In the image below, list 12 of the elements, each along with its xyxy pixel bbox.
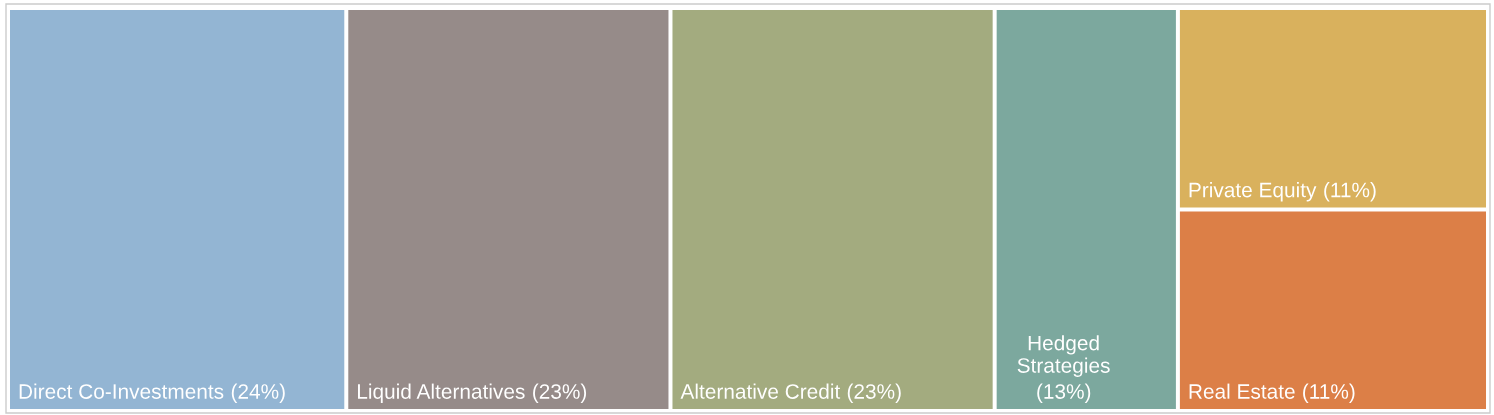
data-label: (11%) bbox=[1303, 383, 1355, 403]
category-label: Hedged Strategies bbox=[1017, 335, 1110, 377]
data-label: (24%) bbox=[231, 383, 285, 403]
data-label: (23%) bbox=[847, 383, 901, 403]
category-label: Real Estate bbox=[1189, 383, 1295, 399]
category-label: Direct Co-Investments bbox=[19, 383, 224, 399]
category-label: Private Equity bbox=[1189, 182, 1317, 202]
category-label: Liquid Alternatives bbox=[357, 383, 525, 403]
data-label: (13%) bbox=[1037, 383, 1091, 403]
category-label: Alternative Credit bbox=[680, 383, 841, 399]
data-label: (23%) bbox=[533, 383, 587, 403]
data-label: (11%) bbox=[1324, 182, 1376, 202]
